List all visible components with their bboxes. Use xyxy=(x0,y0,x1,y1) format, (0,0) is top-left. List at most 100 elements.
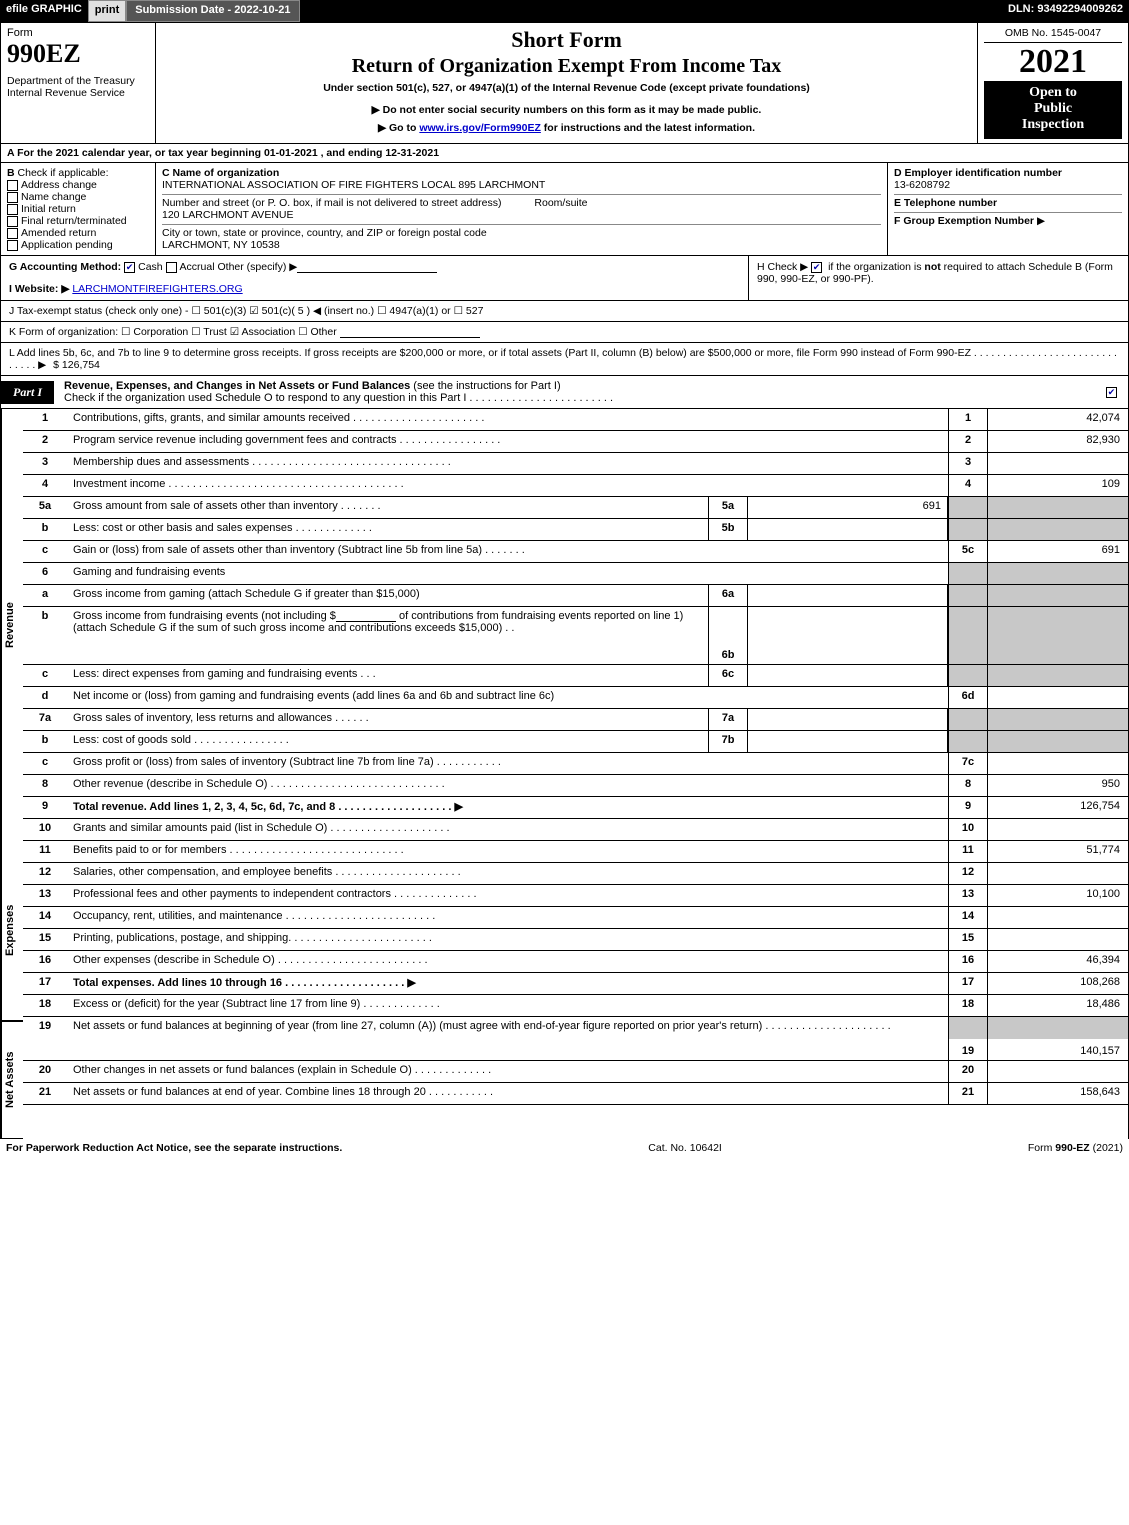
l6d-d: Net income or (loss) from gaming and fun… xyxy=(67,687,948,708)
print-button[interactable]: print xyxy=(88,0,126,22)
l15-n: 15 xyxy=(23,929,67,950)
row-k: K Form of organization: ☐ Corporation ☐ … xyxy=(0,322,1129,343)
l20-d: Other changes in net assets or fund bala… xyxy=(67,1061,948,1082)
line-6b: b Gross income from fundraising events (… xyxy=(23,607,1128,665)
l6-d: Gaming and fundraising events xyxy=(67,563,948,584)
l5a-sub: 5a xyxy=(708,497,748,518)
dept-text: Department of the Treasury Internal Reve… xyxy=(7,75,149,99)
l12-d: Salaries, other compensation, and employ… xyxy=(67,863,948,884)
l17-ln: 17 xyxy=(948,973,988,994)
l6a-sv xyxy=(748,585,948,606)
l6a-d: Gross income from gaming (attach Schedul… xyxy=(67,585,708,606)
form-number: 990EZ xyxy=(7,39,149,69)
l5b-n: b xyxy=(23,519,67,540)
l11-d: Benefits paid to or for members . . . . … xyxy=(67,841,948,862)
ein-value: 13-6208792 xyxy=(894,179,1122,191)
footer-right-a: Form xyxy=(1028,1142,1055,1154)
l7b-shade1 xyxy=(948,731,988,752)
h-not: not xyxy=(924,261,940,273)
l14-d: Occupancy, rent, utilities, and maintena… xyxy=(67,907,948,928)
l12-n: 12 xyxy=(23,863,67,884)
l19-d: Net assets or fund balances at beginning… xyxy=(67,1017,948,1060)
g-other-blank xyxy=(297,261,437,273)
row-a: A For the 2021 calendar year, or tax yea… xyxy=(0,144,1129,163)
line-16: 16 Other expenses (describe in Schedule … xyxy=(23,951,1128,973)
l20-n: 20 xyxy=(23,1061,67,1082)
l14-v xyxy=(988,907,1128,928)
l5c-d: Gain or (loss) from sale of assets other… xyxy=(67,541,948,562)
c-name-label: C Name of organization xyxy=(162,167,279,179)
chk-final-return[interactable] xyxy=(7,216,18,227)
l-amount: $ 126,754 xyxy=(53,359,100,371)
footer-right-b: 990-EZ xyxy=(1055,1142,1089,1154)
section-def: D Employer identification number 13-6208… xyxy=(888,163,1128,255)
l5b-shade1 xyxy=(948,519,988,540)
l2-n: 2 xyxy=(23,431,67,452)
l10-ln: 10 xyxy=(948,819,988,840)
line-6d: d Net income or (loss) from gaming and f… xyxy=(23,687,1128,709)
l6-n: 6 xyxy=(23,563,67,584)
part1-table-wrap: Revenue Expenses Net Assets 1 Contributi… xyxy=(0,409,1129,1139)
l15-ln: 15 xyxy=(948,929,988,950)
line-2: 2 Program service revenue including gove… xyxy=(23,431,1128,453)
l14-ln: 14 xyxy=(948,907,988,928)
chk-amended-return[interactable] xyxy=(7,228,18,239)
l6a-sub: 6a xyxy=(708,585,748,606)
chk-name-change[interactable] xyxy=(7,192,18,203)
l4-n: 4 xyxy=(23,475,67,496)
l1-ln: 1 xyxy=(948,409,988,430)
l7c-n: c xyxy=(23,753,67,774)
chk-address-change[interactable] xyxy=(7,180,18,191)
l7a-shade2 xyxy=(988,709,1128,730)
dln-number: DLN: 93492294009262 xyxy=(1002,0,1129,22)
b-item-5: Application pending xyxy=(21,239,113,251)
l18-d: Excess or (deficit) for the year (Subtra… xyxy=(67,995,948,1016)
chk-cash[interactable] xyxy=(124,262,135,273)
line-14: 14 Occupancy, rent, utilities, and maint… xyxy=(23,907,1128,929)
chk-schedule-o[interactable] xyxy=(1106,387,1117,398)
l21-n: 21 xyxy=(23,1083,67,1104)
l6a-shade1 xyxy=(948,585,988,606)
l8-n: 8 xyxy=(23,775,67,796)
section-h: H Check ▶ if the organization is not req… xyxy=(748,256,1128,300)
row-g-h: G Accounting Method: Cash Accrual Other … xyxy=(0,256,1129,301)
return-title: Return of Organization Exempt From Incom… xyxy=(166,55,967,78)
line-5b: b Less: cost or other basis and sales ex… xyxy=(23,519,1128,541)
chk-schedule-b[interactable] xyxy=(811,262,822,273)
h-b: if the organization is xyxy=(825,261,924,273)
footer-right: Form 990-EZ (2021) xyxy=(1028,1142,1123,1154)
part1-table: 1 Contributions, gifts, grants, and simi… xyxy=(23,409,1129,1139)
l16-n: 16 xyxy=(23,951,67,972)
l8-d: Other revenue (describe in Schedule O) .… xyxy=(67,775,948,796)
h-a: H Check ▶ xyxy=(757,261,811,273)
l6-shade1 xyxy=(948,563,988,584)
l4-v: 109 xyxy=(988,475,1128,496)
line-9: 9 Total revenue. Add lines 1, 2, 3, 4, 5… xyxy=(23,797,1128,819)
irs-link[interactable]: www.irs.gov/Form990EZ xyxy=(419,122,541,134)
l6b-sv xyxy=(748,607,948,664)
l18-v: 18,486 xyxy=(988,995,1128,1016)
l11-ln: 11 xyxy=(948,841,988,862)
org-name: INTERNATIONAL ASSOCIATION OF FIRE FIGHTE… xyxy=(162,179,881,191)
l5a-sv: 691 xyxy=(748,497,948,518)
l6c-n: c xyxy=(23,665,67,686)
chk-initial-return[interactable] xyxy=(7,204,18,215)
website-link[interactable]: LARCHMONTFIREFIGHTERS.ORG xyxy=(72,283,242,295)
i-label: I Website: ▶ xyxy=(9,283,69,295)
l18-n: 18 xyxy=(23,995,67,1016)
l4-ln: 4 xyxy=(948,475,988,496)
l9-ln: 9 xyxy=(948,797,988,818)
part1-check-text: Check if the organization used Schedule … xyxy=(64,392,1096,404)
l16-d: Other expenses (describe in Schedule O) … xyxy=(67,951,948,972)
part1-sub: (see the instructions for Part I) xyxy=(413,380,560,392)
b-item-2: Initial return xyxy=(21,203,76,215)
l7a-sub: 7a xyxy=(708,709,748,730)
l7a-d: Gross sales of inventory, less returns a… xyxy=(67,709,708,730)
chk-accrual[interactable] xyxy=(166,262,177,273)
l12-v xyxy=(988,863,1128,884)
l9-n: 9 xyxy=(23,797,67,818)
line-12: 12 Salaries, other compensation, and emp… xyxy=(23,863,1128,885)
l6b-shade2 xyxy=(988,607,1128,664)
chk-application-pending[interactable] xyxy=(7,240,18,251)
line-5a: 5a Gross amount from sale of assets othe… xyxy=(23,497,1128,519)
